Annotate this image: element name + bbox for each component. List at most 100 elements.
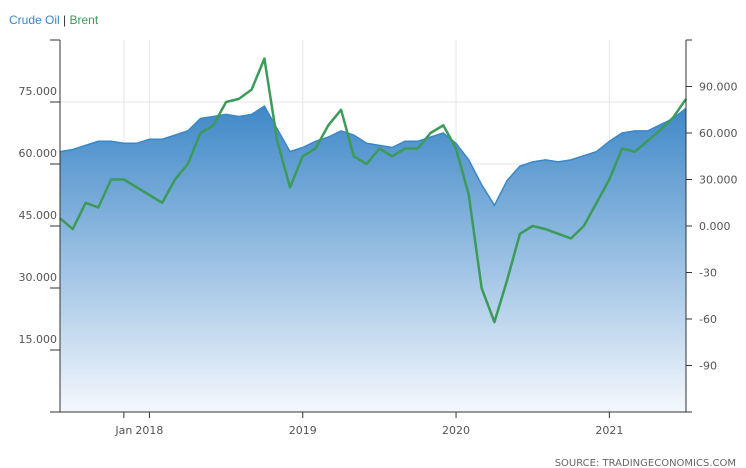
crude-oil-point — [391, 147, 393, 149]
source-label: SOURCE: TRADINGECONOMICS.COM — [555, 458, 736, 468]
left-tick-label: 60.000 — [19, 147, 58, 160]
brent-point — [289, 186, 291, 188]
crude-oil-point — [506, 180, 508, 182]
brent-point — [264, 58, 266, 60]
brent-point — [647, 140, 649, 142]
brent-point — [672, 117, 674, 119]
brent-point — [327, 124, 329, 126]
crude-oil-point — [442, 132, 444, 134]
brent-point — [596, 202, 598, 204]
brent-point — [532, 225, 534, 227]
crude-oil-point — [366, 143, 368, 145]
crude-oil-point — [468, 159, 470, 161]
x-tick-label: 2019 — [289, 424, 317, 437]
crude-oil-point — [110, 140, 112, 142]
crude-oil-area — [60, 106, 686, 412]
crude-oil-point — [85, 145, 87, 147]
crude-oil-point — [647, 130, 649, 132]
crude-oil-point — [276, 128, 278, 130]
brent-point — [621, 148, 623, 150]
crude-oil-point — [123, 143, 125, 145]
crude-oil-point — [621, 132, 623, 134]
brent-point — [519, 233, 521, 235]
crude-oil-point — [481, 184, 483, 186]
brent-point — [481, 287, 483, 289]
right-tick-label: 90.000 — [699, 81, 738, 94]
brent-point — [136, 186, 138, 188]
brent-point — [557, 233, 559, 235]
x-tick-label: 2018 — [135, 424, 163, 437]
crude-oil-point — [519, 165, 521, 167]
crude-oil-point — [583, 155, 585, 157]
crude-oil-point — [315, 140, 317, 142]
crude-oil-point — [200, 118, 202, 120]
brent-point — [187, 163, 189, 165]
crude-oil-point — [149, 138, 151, 140]
crude-oil-point — [264, 105, 266, 107]
crude-oil-line — [59, 105, 687, 207]
brent-point — [149, 194, 151, 196]
brent-point — [251, 89, 253, 91]
crude-oil-point — [59, 151, 61, 153]
crude-oil-point — [327, 136, 329, 138]
brent-point — [353, 155, 355, 157]
crude-oil-point — [340, 130, 342, 132]
right-tick-label: -60 — [699, 313, 717, 326]
brent-point — [302, 155, 304, 157]
brent-point — [379, 148, 381, 150]
crude-oil-point — [430, 136, 432, 138]
brent-point — [110, 179, 112, 181]
brent-point — [609, 179, 611, 181]
brent-point — [174, 179, 176, 181]
brent-point — [494, 321, 496, 323]
legend-separator: | — [63, 13, 67, 27]
brent-point — [506, 279, 508, 281]
brent-point — [391, 155, 393, 157]
brent-point — [430, 132, 432, 134]
brent-point — [455, 148, 457, 150]
right-tick-label: -90 — [699, 360, 717, 373]
brent-point — [213, 124, 215, 126]
brent-point — [225, 101, 227, 103]
right-tick-label: 0.000 — [699, 220, 731, 233]
legend-crude-oil[interactable]: Crude Oil — [9, 13, 60, 27]
x-tick-label: 2021 — [595, 424, 623, 437]
right-tick-label: 60.000 — [699, 127, 738, 140]
crude-oil-point — [161, 138, 163, 140]
left-tick-label: 15.000 — [19, 333, 58, 346]
brent-point — [404, 148, 406, 150]
crude-oil-point — [98, 140, 100, 142]
crude-oil-point — [174, 134, 176, 136]
brent-point — [570, 238, 572, 240]
brent-point — [366, 163, 368, 165]
crude-oil-point — [187, 130, 189, 132]
crude-oil-point — [136, 143, 138, 145]
brent-point — [85, 202, 87, 204]
brent-point — [161, 202, 163, 204]
crude-oil-point — [289, 151, 291, 153]
brent-point — [98, 207, 100, 209]
crude-oil-point — [379, 145, 381, 147]
crude-oil-point — [545, 159, 547, 161]
brent-point — [660, 129, 662, 131]
crude-oil-point — [634, 130, 636, 132]
crude-oil-point — [660, 124, 662, 126]
brent-point — [276, 140, 278, 142]
right-tick-label: -30 — [699, 267, 717, 280]
crude-oil-point — [238, 116, 240, 118]
crude-oil-point — [225, 114, 227, 116]
x-tick-label: 2020 — [442, 424, 470, 437]
brent-point — [72, 228, 74, 230]
axes: 15.000 30.000 45.000 60.000 75.000 -90 -60 -30 0… — [19, 39, 738, 437]
crude-oil-point — [417, 140, 419, 142]
brent-point — [685, 98, 687, 100]
crude-oil-point — [72, 149, 74, 151]
brent-point — [545, 228, 547, 230]
brent-point — [468, 194, 470, 196]
brent-point — [238, 98, 240, 100]
chart-legend: Crude Oil | Brent — [9, 13, 98, 27]
right-tick-label: 30.000 — [699, 174, 738, 187]
legend-brent[interactable]: Brent — [69, 13, 99, 27]
